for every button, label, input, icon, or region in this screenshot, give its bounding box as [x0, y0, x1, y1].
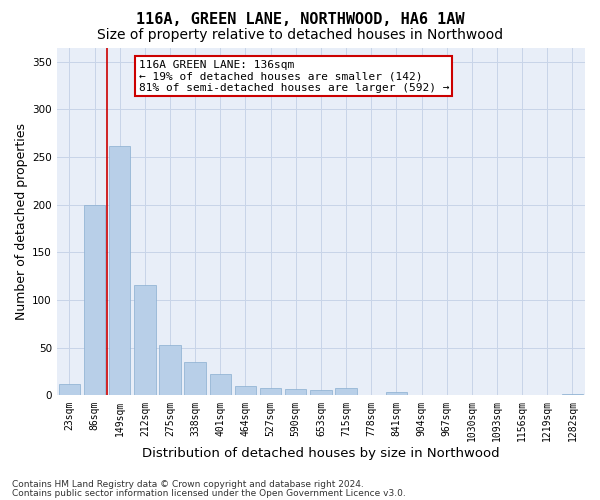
X-axis label: Distribution of detached houses by size in Northwood: Distribution of detached houses by size …	[142, 447, 500, 460]
Text: 116A, GREEN LANE, NORTHWOOD, HA6 1AW: 116A, GREEN LANE, NORTHWOOD, HA6 1AW	[136, 12, 464, 28]
Bar	[285, 389, 307, 396]
Text: 116A GREEN LANE: 136sqm
← 19% of detached houses are smaller (142)
81% of semi-d: 116A GREEN LANE: 136sqm ← 19% of detache…	[139, 60, 449, 93]
Bar	[310, 390, 332, 396]
Bar	[134, 285, 155, 396]
Bar	[335, 388, 357, 396]
Bar	[159, 345, 181, 396]
Bar	[59, 384, 80, 396]
Text: Size of property relative to detached houses in Northwood: Size of property relative to detached ho…	[97, 28, 503, 42]
Bar	[562, 394, 583, 396]
Y-axis label: Number of detached properties: Number of detached properties	[15, 123, 28, 320]
Bar	[84, 205, 105, 396]
Text: Contains HM Land Registry data © Crown copyright and database right 2024.: Contains HM Land Registry data © Crown c…	[12, 480, 364, 489]
Bar	[386, 392, 407, 396]
Bar	[109, 146, 130, 396]
Text: Contains public sector information licensed under the Open Government Licence v3: Contains public sector information licen…	[12, 489, 406, 498]
Bar	[184, 362, 206, 396]
Bar	[209, 374, 231, 396]
Bar	[260, 388, 281, 396]
Bar	[235, 386, 256, 396]
